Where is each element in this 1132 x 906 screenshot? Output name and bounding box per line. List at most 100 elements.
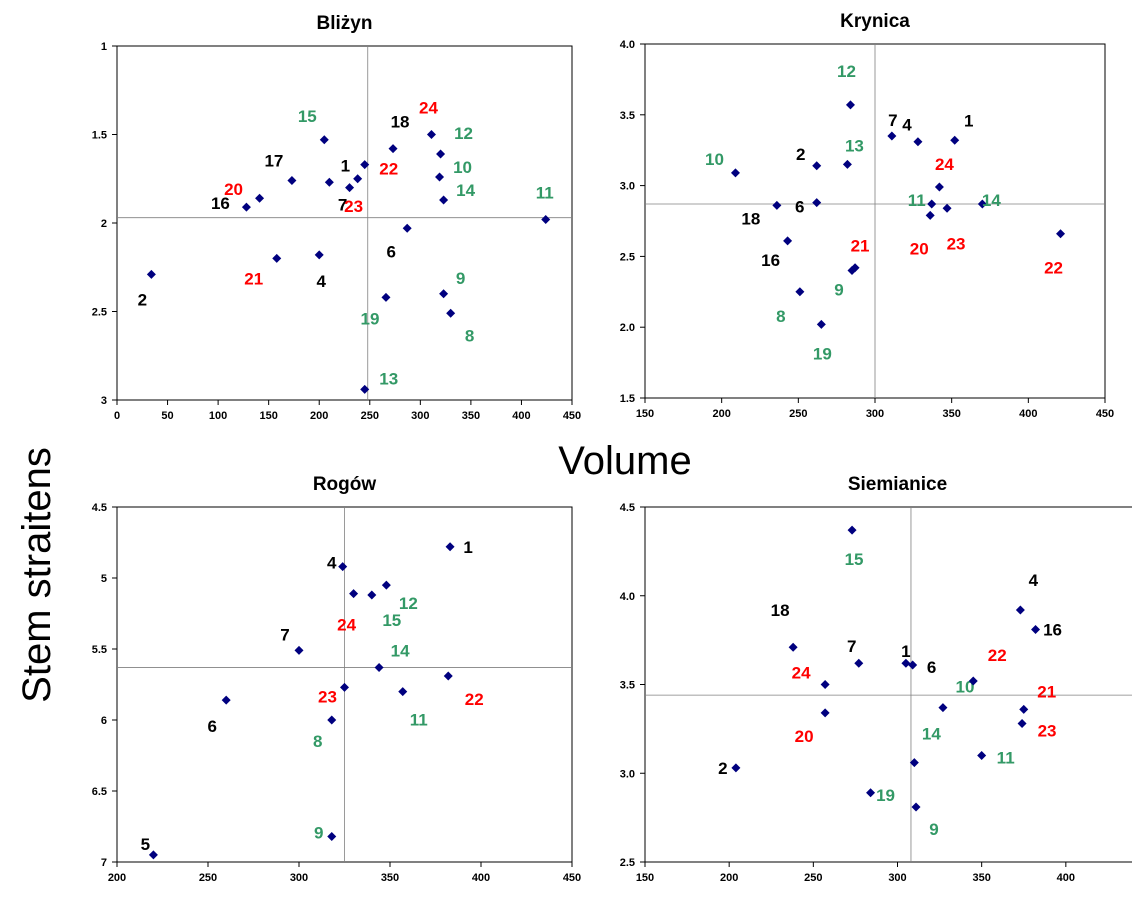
data-point-label: 11 xyxy=(908,191,926,210)
data-point-marker xyxy=(426,130,436,139)
data-point-marker xyxy=(788,642,798,652)
data-point-marker xyxy=(925,210,935,220)
data-point-label: 8 xyxy=(465,326,474,345)
data-point-label: 6 xyxy=(386,242,395,261)
data-point-label: 6 xyxy=(927,658,936,677)
data-point-marker xyxy=(730,168,740,178)
data-point-marker xyxy=(1015,605,1025,615)
data-point-marker xyxy=(866,788,876,798)
data-point-label: 1 xyxy=(964,111,973,130)
x-tick-label: 300 xyxy=(290,872,308,884)
data-point-label: 7 xyxy=(888,111,897,130)
data-point-marker xyxy=(1017,719,1027,729)
data-point-label: 16 xyxy=(1043,620,1062,639)
data-point-marker xyxy=(345,183,355,193)
data-point-label: 22 xyxy=(465,690,484,709)
x-tick-label: 450 xyxy=(1096,408,1114,420)
data-point-marker xyxy=(349,589,359,599)
x-tick-label: 400 xyxy=(1019,408,1037,420)
data-point-marker xyxy=(374,662,384,672)
data-point-label: 24 xyxy=(792,664,811,683)
y-tick-label: 3.5 xyxy=(620,110,635,122)
data-point-label: 23 xyxy=(318,687,337,706)
y-tick-label: 2.5 xyxy=(92,307,107,319)
data-point-label: 21 xyxy=(1037,682,1056,701)
data-point-marker xyxy=(731,763,741,773)
data-point-label: 14 xyxy=(456,181,475,200)
x-tick-label: 250 xyxy=(789,408,807,420)
data-point-label: 18 xyxy=(391,113,410,132)
data-point-marker xyxy=(1031,624,1041,634)
y-tick-label: 6.5 xyxy=(92,786,107,798)
data-point-label: 21 xyxy=(851,237,870,256)
data-point-label: 2 xyxy=(796,145,805,164)
x-tick-label: 300 xyxy=(888,872,906,884)
data-point-label: 12 xyxy=(454,124,473,143)
data-point-label: 9 xyxy=(314,823,323,842)
data-point-label: 20 xyxy=(795,727,814,746)
data-point-marker xyxy=(360,160,370,170)
data-point-marker xyxy=(772,200,782,210)
data-point-label: 12 xyxy=(837,62,856,81)
y-tick-label: 4.5 xyxy=(92,502,107,514)
data-point-marker xyxy=(338,562,348,572)
data-point-marker xyxy=(439,289,449,299)
x-tick-label: 300 xyxy=(866,408,884,420)
data-point-marker xyxy=(950,135,960,145)
data-point-marker xyxy=(443,671,453,681)
data-point-marker xyxy=(911,802,921,812)
data-point-label: 10 xyxy=(453,158,472,177)
x-tick-label: 350 xyxy=(972,872,990,884)
data-point-label: 21 xyxy=(244,269,263,288)
data-point-marker xyxy=(367,590,377,600)
shared-x-axis-label: Volume xyxy=(558,439,691,483)
x-tick-label: 450 xyxy=(563,410,581,422)
x-tick-label: 150 xyxy=(636,872,654,884)
y-tick-label: 3.5 xyxy=(620,680,635,692)
x-tick-label: 400 xyxy=(472,872,490,884)
data-point-marker xyxy=(968,676,978,686)
x-tick-label: 50 xyxy=(161,410,173,422)
data-point-label: 19 xyxy=(813,344,832,363)
data-point-marker xyxy=(402,223,412,233)
x-tick-label: 400 xyxy=(512,410,530,422)
x-tick-label: 100 xyxy=(209,410,227,422)
data-point-label: 10 xyxy=(955,678,974,697)
x-tick-label: 250 xyxy=(199,872,217,884)
data-point-label: 2 xyxy=(138,290,147,309)
data-point-label: 6 xyxy=(795,198,804,217)
x-tick-label: 200 xyxy=(712,408,730,420)
data-point-label: 15 xyxy=(845,550,864,569)
data-point-marker xyxy=(909,758,919,768)
x-tick-label: 200 xyxy=(108,872,126,884)
data-point-marker xyxy=(353,174,363,184)
x-tick-label: 200 xyxy=(720,872,738,884)
y-tick-label: 1.5 xyxy=(620,393,635,405)
panel-title: Krynica xyxy=(840,11,910,32)
data-point-label: 1 xyxy=(341,156,350,175)
data-point-label: 18 xyxy=(741,209,760,228)
plot-frame xyxy=(644,506,1132,863)
data-point-label: 11 xyxy=(997,749,1015,768)
data-point-marker xyxy=(927,199,937,209)
data-point-label: 22 xyxy=(988,646,1007,665)
data-point-label: 16 xyxy=(211,194,230,213)
y-tick-label: 4.5 xyxy=(620,502,635,514)
x-tick-label: 300 xyxy=(411,410,429,422)
x-tick-label: 250 xyxy=(804,872,822,884)
data-point-marker xyxy=(812,161,822,171)
data-point-label: 4 xyxy=(1029,571,1039,590)
data-point-label: 2 xyxy=(718,759,727,778)
data-point-marker xyxy=(446,308,456,318)
data-point-marker xyxy=(850,263,860,273)
data-point-label: 14 xyxy=(982,191,1001,210)
x-tick-label: 150 xyxy=(259,410,277,422)
data-point-marker xyxy=(847,525,857,535)
x-tick-label: 200 xyxy=(310,410,328,422)
data-point-label: 19 xyxy=(360,309,379,328)
data-point-marker xyxy=(887,131,897,141)
data-point-marker xyxy=(913,137,923,147)
data-point-marker xyxy=(938,703,948,713)
data-point-marker xyxy=(795,287,805,297)
y-tick-label: 1 xyxy=(101,41,107,53)
